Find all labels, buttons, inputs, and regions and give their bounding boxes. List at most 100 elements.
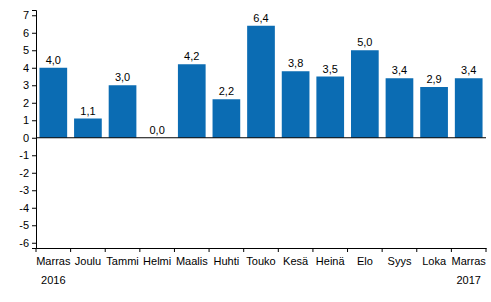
data-labels: 4,01,13,00,04,22,26,43,83,55,03,42,93,4	[46, 12, 477, 136]
y-tick-label: -2	[19, 167, 29, 179]
bar	[213, 99, 241, 138]
bar	[316, 77, 344, 138]
y-tick-label: 0	[23, 132, 29, 144]
bar	[74, 119, 102, 138]
x-tick: Loka	[422, 248, 447, 267]
y-tick-mark	[32, 120, 36, 121]
y-tick-mark	[32, 243, 36, 244]
x-boundary-tick	[36, 248, 37, 252]
x-tick: Joulu	[75, 248, 101, 267]
data-label: 3,5	[323, 63, 338, 75]
bar	[109, 85, 137, 138]
bar	[386, 78, 414, 138]
x-tick-label: Syys	[388, 255, 412, 267]
x-tick: Marras	[36, 248, 71, 267]
y-tick-label: -1	[19, 149, 29, 161]
y-tick-label: -6	[19, 237, 29, 249]
data-label: 1,1	[80, 105, 95, 117]
bar	[39, 68, 67, 138]
annotations: 2016 2017	[41, 274, 481, 286]
x-tick: Helmi	[143, 248, 171, 267]
data-label: 2,2	[219, 85, 234, 97]
x-boundary-tick	[278, 248, 279, 252]
y-tick-label: 4	[23, 62, 29, 74]
x-tick-label: Maalis	[176, 255, 208, 267]
y-tick: -1	[19, 149, 36, 161]
y-tick-mark	[32, 173, 36, 174]
y-tick: -3	[19, 184, 36, 196]
x-boundary-tick	[139, 248, 140, 252]
x-boundary-tick	[312, 248, 313, 252]
x-tick-label: Marras	[36, 255, 71, 267]
bar	[282, 71, 310, 138]
x-tick: Touko	[246, 248, 275, 267]
data-label: 3,4	[392, 64, 407, 76]
y-tick-mark	[32, 33, 36, 34]
y-tick-mark	[32, 138, 36, 139]
y-tick: 7	[23, 9, 36, 21]
bar	[178, 64, 206, 138]
x-tick-label: Huhti	[214, 255, 240, 267]
y-tick: 3	[23, 79, 36, 91]
data-label: 2,9	[426, 73, 441, 85]
data-label: 3,4	[461, 64, 476, 76]
data-label: 6,4	[253, 12, 268, 24]
x-tick: Huhti	[214, 248, 240, 267]
x-tick-label: Kesä	[283, 255, 309, 267]
y-tick-label: 6	[23, 27, 29, 39]
x-tick: Elo	[357, 248, 373, 267]
y-tick-mark	[32, 208, 36, 209]
data-label: 3,0	[115, 71, 130, 83]
y-tick-mark	[32, 68, 36, 69]
data-label: 5,0	[357, 36, 372, 48]
bar	[247, 26, 275, 138]
x-boundary-tick	[243, 248, 244, 252]
y-tick-mark	[32, 15, 36, 16]
x-tick: Tammi	[106, 248, 138, 267]
bar	[351, 50, 379, 138]
x-boundary-tick	[486, 248, 487, 252]
y-tick-label: -3	[19, 184, 29, 196]
x-boundary-tick	[105, 248, 106, 252]
x-tick-label: Heinä	[316, 255, 346, 267]
x-boundary-tick	[70, 248, 71, 252]
data-label: 0,0	[150, 124, 165, 136]
year-label: 2016	[41, 274, 65, 286]
y-tick: -4	[19, 202, 36, 214]
y-tick-label: 3	[23, 79, 29, 91]
x-boundary-tick	[347, 248, 348, 252]
y-tick: 4	[23, 62, 36, 74]
year-label: 2017	[456, 274, 480, 286]
x-tick: Maalis	[176, 248, 208, 267]
y-tick-label: 5	[23, 44, 29, 56]
y-tick-label: 1	[23, 114, 29, 126]
y-tick: 5	[23, 44, 36, 56]
x-tick-label: Helmi	[143, 255, 171, 267]
x-tick-label: Touko	[246, 255, 275, 267]
x-tick-label: Marras	[452, 255, 487, 267]
y-tick: 6	[23, 27, 36, 39]
y-tick-mark	[32, 225, 36, 226]
y-tick-label: 7	[23, 9, 29, 21]
bar	[455, 78, 483, 138]
y-tick: 0	[23, 132, 36, 144]
x-boundary-tick	[209, 248, 210, 252]
zero-line	[36, 137, 486, 138]
x-boundary-tick	[174, 248, 175, 252]
data-label: 4,0	[46, 54, 61, 66]
y-tick: 2	[23, 97, 36, 109]
y-axis: -6-5-4-3-2-101234567	[19, 9, 36, 249]
x-tick: Kesä	[283, 248, 309, 267]
y-tick-mark	[32, 50, 36, 51]
x-tick-label: Joulu	[75, 255, 101, 267]
x-axis-line	[37, 248, 487, 249]
x-tick: Syys	[388, 248, 412, 267]
x-boundary-tick	[382, 248, 383, 252]
y-tick-mark	[32, 155, 36, 156]
data-label: 4,2	[184, 50, 199, 62]
x-tick-label: Elo	[357, 255, 373, 267]
y-tick: -6	[19, 237, 36, 249]
y-tick-mark	[32, 85, 36, 86]
y-tick: 1	[23, 114, 36, 126]
x-tick-label: Loka	[422, 255, 447, 267]
